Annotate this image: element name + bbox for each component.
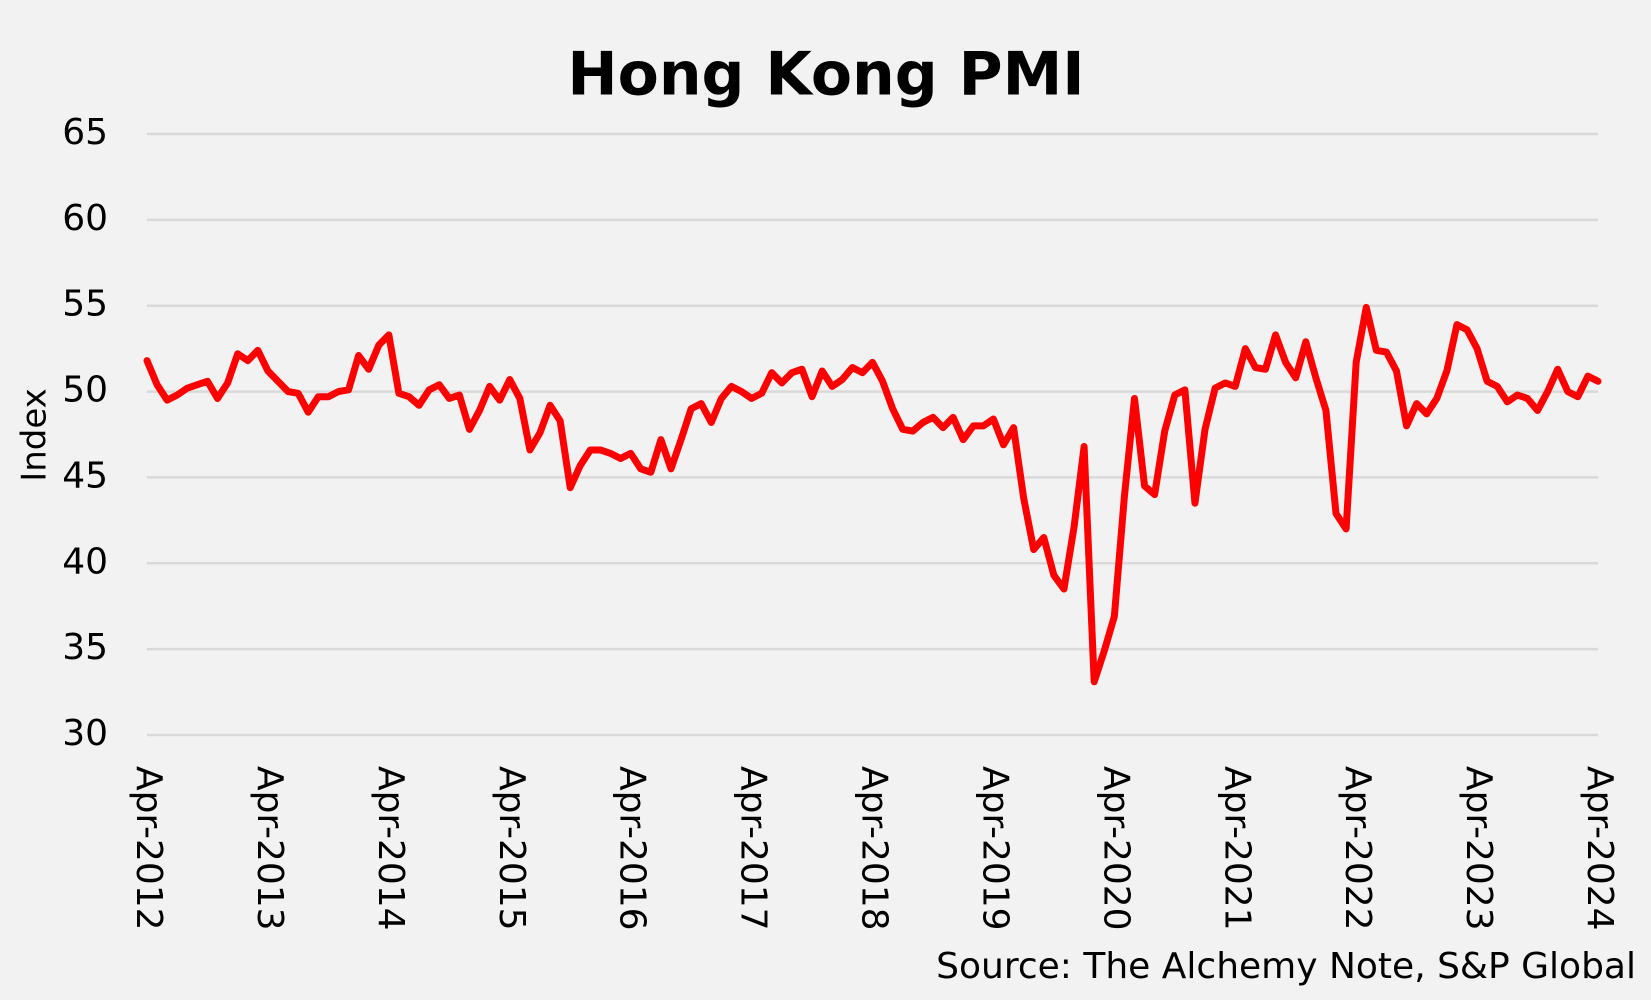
y-tick-label: 50 [62,370,108,411]
x-tick-label: Apr-2019 [974,766,1015,931]
x-tick-label: Apr-2020 [1095,766,1136,931]
x-tick-label: Apr-2012 [128,766,169,931]
x-tick-label: Apr-2024 [1579,766,1620,931]
y-tick-label: 35 [62,627,108,668]
source-note: Source: The Alchemy Note, S&P Global [936,946,1636,987]
y-tick-label: 40 [62,541,108,582]
x-tick-label: Apr-2015 [491,766,532,931]
x-tick-label: Apr-2021 [1216,766,1257,931]
x-tick-label: Apr-2022 [1337,766,1378,931]
line-series [143,303,1602,686]
y-tick-label: 60 [62,198,108,239]
y-axis-label: Index [15,388,55,482]
x-tick-label: Apr-2023 [1458,766,1499,931]
x-tick-label: Apr-2018 [854,766,895,931]
y-tick-label: 55 [62,284,108,325]
y-tick-label: 65 [62,112,108,153]
chart-title: Hong Kong PMI [567,40,1084,110]
y-tick-label: 30 [62,713,108,754]
y-tick-label: 45 [62,455,108,496]
x-tick-label: Apr-2017 [733,766,774,931]
x-tick-label: Apr-2014 [370,766,411,931]
x-tick-label: Apr-2013 [249,766,290,931]
x-tick-label: Apr-2016 [612,766,653,931]
